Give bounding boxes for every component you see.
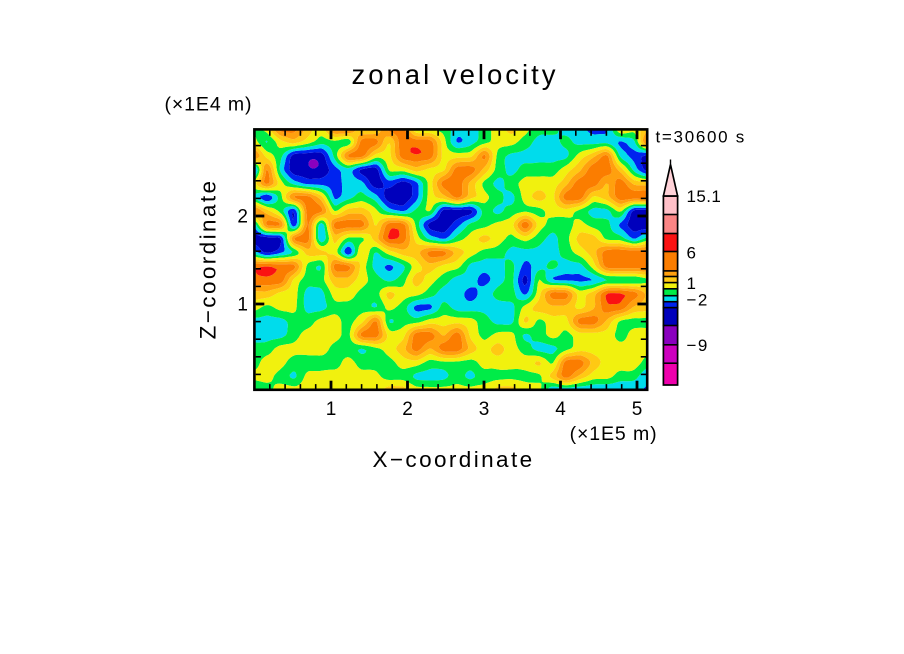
svg-text:(×1E4 m): (×1E4 m) [165,94,253,116]
svg-text:−2: −2 [687,291,709,310]
svg-text:−9: −9 [687,336,709,355]
svg-text:3: 3 [479,399,490,420]
svg-text:15.1: 15.1 [687,187,722,206]
svg-text:t=30600 s: t=30600 s [656,128,746,147]
svg-text:5: 5 [632,399,643,420]
svg-text:X−coordinate: X−coordinate [372,447,534,472]
svg-text:1: 1 [687,274,698,293]
svg-text:2: 2 [237,207,248,228]
svg-text:2: 2 [402,399,413,420]
svg-text:Z−coordinate: Z−coordinate [196,179,221,340]
svg-text:6: 6 [687,244,698,263]
svg-text:4: 4 [555,399,566,420]
svg-text:(×1E5 m): (×1E5 m) [570,423,658,445]
svg-text:1: 1 [237,295,248,316]
svg-text:1: 1 [326,399,337,420]
svg-text:zonal velocity: zonal velocity [351,59,558,90]
